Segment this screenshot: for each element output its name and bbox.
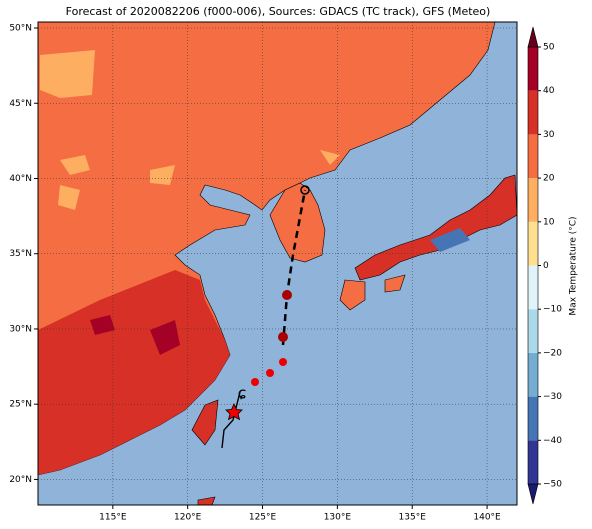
- y-tick-label: 25°N: [9, 400, 32, 410]
- grid: [38, 22, 517, 505]
- colorbar-tick-label: −30: [543, 392, 562, 402]
- map: ɕ: [38, 22, 517, 505]
- colorbar-segment: [528, 221, 538, 266]
- colorbar-tick-label: −10: [543, 305, 562, 315]
- storm-icon: [279, 358, 287, 366]
- colorbar-segment: [528, 178, 538, 222]
- hot-patch: [90, 315, 180, 355]
- colorbar-tick-label: 40: [543, 86, 555, 96]
- y-tick-label: 50°N: [9, 24, 32, 34]
- y-tick-label: 35°N: [9, 249, 32, 259]
- korea: [269, 182, 326, 263]
- track-forecast: [281, 189, 307, 346]
- x-tick-label: 115°E: [99, 513, 127, 523]
- map-frame: [37, 21, 518, 506]
- colorbar-tick-label: 10: [543, 217, 555, 227]
- map-title: Forecast of 2020082206 (f000-006), Sourc…: [66, 5, 491, 18]
- colorbar-tick-label: −50: [543, 480, 562, 490]
- colorbar-tick-label: −40: [543, 436, 562, 446]
- colorbar-tick-label: 50: [543, 43, 555, 53]
- cool-patch: [430, 228, 470, 252]
- colorbar-segment: [528, 352, 538, 397]
- cool-patch: [40, 50, 340, 210]
- x-tick-label: 140°E: [473, 513, 501, 523]
- storm-icon: [300, 185, 310, 195]
- colorbar-segment: [528, 47, 538, 91]
- colorbar-segment: [528, 265, 538, 310]
- colorbar-segment: [528, 396, 538, 441]
- colorbar-segment: [528, 440, 538, 484]
- warm-region: [38, 270, 230, 475]
- storm-icon: ɕ: [238, 384, 247, 403]
- current-position: [225, 403, 243, 421]
- storm-icon: [282, 290, 292, 300]
- x-tick-label: 120°E: [174, 513, 202, 523]
- x-tick-label: 130°E: [324, 513, 352, 523]
- y-tick-label: 30°N: [9, 324, 32, 334]
- hainan: [197, 496, 216, 505]
- x-tick-label: 135°E: [399, 513, 427, 523]
- y-tick-label: 20°N: [9, 475, 32, 485]
- colorbar: −50 −40 −30 −20 −10 0 10 20 30 40 50: [527, 26, 562, 505]
- kyushu: [339, 274, 406, 311]
- colorbar-tick-label: 20: [543, 174, 555, 184]
- colorbar-segment: [528, 309, 538, 353]
- y-tick-label: 40°N: [9, 174, 32, 184]
- colorbar-tick-label: −20: [543, 348, 562, 358]
- storm-icon: [278, 332, 288, 342]
- colorbar-segment: [528, 90, 538, 135]
- storm-icon: [266, 369, 274, 377]
- colorbar-label: Max Temperature (°C): [569, 216, 579, 315]
- colorbar-segment: [528, 134, 538, 179]
- y-tick-label: 45°N: [9, 99, 32, 109]
- taiwan: [191, 399, 219, 446]
- track-past: [221, 391, 241, 449]
- storm-symbols: ɕ: [238, 185, 310, 403]
- colorbar-over: [527, 26, 539, 48]
- colorbar-under: [527, 483, 539, 505]
- storm-icon: [251, 378, 259, 386]
- colorbar-tick-label: 0: [543, 261, 549, 271]
- colorbar-tick-label: 30: [543, 130, 555, 140]
- x-tick-label: 125°E: [249, 513, 277, 523]
